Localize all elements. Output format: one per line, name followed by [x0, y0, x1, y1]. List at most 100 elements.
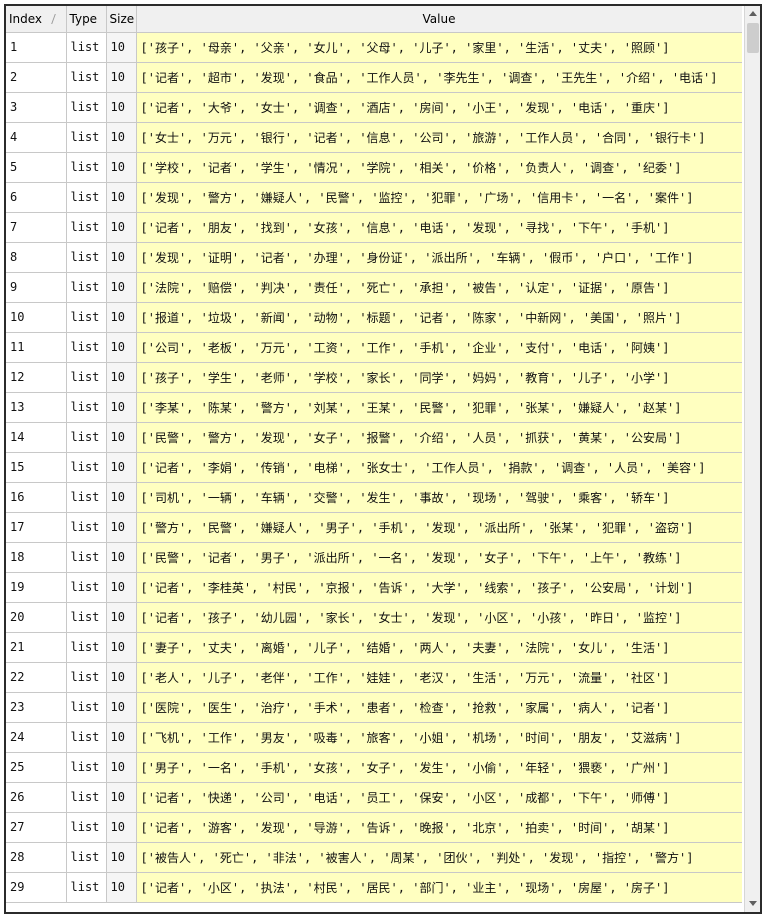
cell-index[interactable]: 2 — [6, 62, 67, 93]
cell-type[interactable]: list — [66, 332, 107, 363]
cell-type[interactable]: list — [66, 572, 107, 603]
cell-value[interactable]: ['记者', '朋友', '找到', '女孩', '信息', '电话', '发现… — [136, 212, 742, 243]
cell-value[interactable]: ['记者', '快递', '公司', '电话', '员工', '保安', '小区… — [136, 782, 742, 813]
cell-value[interactable]: ['报道', '垃圾', '新闻', '动物', '标题', '记者', '陈家… — [136, 302, 742, 333]
table-row[interactable]: 20 list 10 ['记者', '孩子', '幼儿园', '家长', '女士', … — [6, 602, 742, 633]
up-arrow-icon[interactable] — [745, 6, 760, 22]
cell-type[interactable]: list — [66, 722, 107, 753]
table-row[interactable]: 5 list 10 ['学校', '记者', '学生', '情况', '学院', '相… — [6, 152, 742, 183]
cell-type[interactable]: list — [66, 272, 107, 303]
cell-value[interactable]: ['老人', '儿子', '老伴', '工作', '娃娃', '老汉', '生活… — [136, 662, 742, 693]
cell-index[interactable]: 29 — [6, 872, 67, 903]
cell-type[interactable]: list — [66, 62, 107, 93]
cell-type[interactable]: list — [66, 482, 107, 513]
cell-value[interactable]: ['飞机', '工作', '男友', '吸毒', '旅客', '小姐', '机场… — [136, 722, 742, 753]
cell-size[interactable]: 10 — [106, 512, 137, 543]
cell-index[interactable]: 7 — [6, 212, 67, 243]
table-row[interactable]: 8 list 10 ['发现', '证明', '记者', '办理', '身份证', '… — [6, 242, 742, 273]
cell-index[interactable]: 26 — [6, 782, 67, 813]
cell-size[interactable]: 10 — [106, 392, 137, 423]
cell-value[interactable]: ['学校', '记者', '学生', '情况', '学院', '相关', '价格… — [136, 152, 742, 183]
cell-size[interactable]: 10 — [106, 722, 137, 753]
table-row[interactable]: 3 list 10 ['记者', '大爷', '女士', '调查', '酒店', '房… — [6, 92, 742, 123]
cell-value[interactable]: ['民警', '记者', '男子', '派出所', '一名', '发现', '女… — [136, 542, 742, 573]
table-row[interactable]: 21 list 10 ['妻子', '丈夫', '离婚', '儿子', '结婚', '… — [6, 632, 742, 663]
cell-size[interactable]: 10 — [106, 482, 137, 513]
cell-value[interactable]: ['记者', '李娟', '传销', '电梯', '张女士', '工作人员', … — [136, 452, 742, 483]
table-row[interactable]: 27 list 10 ['记者', '游客', '发现', '导游', '告诉', '… — [6, 812, 742, 843]
cell-index[interactable]: 28 — [6, 842, 67, 873]
cell-index[interactable]: 11 — [6, 332, 67, 363]
column-header-index[interactable]: Index — [6, 6, 67, 33]
cell-size[interactable]: 10 — [106, 572, 137, 603]
cell-value[interactable]: ['警方', '民警', '嫌疑人', '男子', '手机', '发现', '派… — [136, 512, 742, 543]
table-row[interactable]: 6 list 10 ['发现', '警方', '嫌疑人', '民警', '监控', '… — [6, 182, 742, 213]
cell-type[interactable]: list — [66, 452, 107, 483]
cell-size[interactable]: 10 — [106, 422, 137, 453]
cell-size[interactable]: 10 — [106, 782, 137, 813]
cell-index[interactable]: 24 — [6, 722, 67, 753]
cell-index[interactable]: 4 — [6, 122, 67, 153]
cell-value[interactable]: ['记者', '游客', '发现', '导游', '告诉', '晚报', '北京… — [136, 812, 742, 843]
cell-size[interactable]: 10 — [106, 62, 137, 93]
cell-type[interactable]: list — [66, 302, 107, 333]
cell-size[interactable]: 10 — [106, 362, 137, 393]
table-row[interactable]: 15 list 10 ['记者', '李娟', '传销', '电梯', '张女士', … — [6, 452, 742, 483]
cell-type[interactable]: list — [66, 32, 107, 63]
cell-index[interactable]: 9 — [6, 272, 67, 303]
cell-size[interactable]: 10 — [106, 872, 137, 903]
cell-index[interactable]: 25 — [6, 752, 67, 783]
column-header-value[interactable]: Value — [136, 6, 742, 33]
table-row[interactable]: 16 list 10 ['司机', '一辆', '车辆', '交警', '发生', '… — [6, 482, 742, 513]
column-header-size[interactable]: Size — [106, 6, 137, 33]
cell-value[interactable]: ['公司', '老板', '万元', '工资', '工作', '手机', '企业… — [136, 332, 742, 363]
cell-index[interactable]: 21 — [6, 632, 67, 663]
cell-size[interactable]: 10 — [106, 602, 137, 633]
cell-value[interactable]: ['妻子', '丈夫', '离婚', '儿子', '结婚', '两人', '夫妻… — [136, 632, 742, 663]
table-row[interactable]: 13 list 10 ['李某', '陈某', '警方', '刘某', '王某', '… — [6, 392, 742, 423]
cell-type[interactable]: list — [66, 662, 107, 693]
table-row[interactable]: 18 list 10 ['民警', '记者', '男子', '派出所', '一名', … — [6, 542, 742, 573]
table-row[interactable]: 29 list 10 ['记者', '小区', '执法', '村民', '居民', '… — [6, 872, 742, 903]
scrollbar-thumb[interactable] — [747, 23, 759, 53]
cell-index[interactable]: 16 — [6, 482, 67, 513]
cell-size[interactable]: 10 — [106, 212, 137, 243]
cell-index[interactable]: 27 — [6, 812, 67, 843]
cell-value[interactable]: ['记者', '大爷', '女士', '调查', '酒店', '房间', '小王… — [136, 92, 742, 123]
cell-size[interactable]: 10 — [106, 752, 137, 783]
cell-value[interactable]: ['李某', '陈某', '警方', '刘某', '王某', '民警', '犯罪… — [136, 392, 742, 423]
cell-type[interactable]: list — [66, 392, 107, 423]
cell-index[interactable]: 3 — [6, 92, 67, 123]
cell-value[interactable]: ['记者', '小区', '执法', '村民', '居民', '部门', '业主… — [136, 872, 742, 903]
cell-size[interactable]: 10 — [106, 662, 137, 693]
table-row[interactable]: 10 list 10 ['报道', '垃圾', '新闻', '动物', '标题', '… — [6, 302, 742, 333]
cell-type[interactable]: list — [66, 152, 107, 183]
table-row[interactable]: 2 list 10 ['记者', '超市', '发现', '食品', '工作人员', … — [6, 62, 742, 93]
cell-type[interactable]: list — [66, 422, 107, 453]
cell-type[interactable]: list — [66, 512, 107, 543]
cell-index[interactable]: 20 — [6, 602, 67, 633]
cell-type[interactable]: list — [66, 212, 107, 243]
cell-index[interactable]: 10 — [6, 302, 67, 333]
cell-index[interactable]: 8 — [6, 242, 67, 273]
cell-type[interactable]: list — [66, 812, 107, 843]
cell-type[interactable]: list — [66, 842, 107, 873]
cell-type[interactable]: list — [66, 182, 107, 213]
cell-index[interactable]: 5 — [6, 152, 67, 183]
column-header-type[interactable]: Type — [66, 6, 107, 33]
cell-value[interactable]: ['司机', '一辆', '车辆', '交警', '发生', '事故', '现场… — [136, 482, 742, 513]
cell-type[interactable]: list — [66, 692, 107, 723]
table-row[interactable]: 4 list 10 ['女士', '万元', '银行', '记者', '信息', '公… — [6, 122, 742, 153]
cell-index[interactable]: 18 — [6, 542, 67, 573]
cell-value[interactable]: ['孩子', '母亲', '父亲', '女儿', '父母', '儿子', '家里… — [136, 32, 742, 63]
table-row[interactable]: 1 list 10 ['孩子', '母亲', '父亲', '女儿', '父母', '儿… — [6, 32, 742, 63]
cell-type[interactable]: list — [66, 242, 107, 273]
cell-size[interactable]: 10 — [106, 452, 137, 483]
cell-size[interactable]: 10 — [106, 242, 137, 273]
cell-index[interactable]: 17 — [6, 512, 67, 543]
cell-value[interactable]: ['孩子', '学生', '老师', '学校', '家长', '同学', '妈妈… — [136, 362, 742, 393]
cell-type[interactable]: list — [66, 542, 107, 573]
down-arrow-icon[interactable] — [745, 896, 760, 912]
cell-value[interactable]: ['医院', '医生', '治疗', '手术', '患者', '检查', '抢救… — [136, 692, 742, 723]
cell-type[interactable]: list — [66, 602, 107, 633]
